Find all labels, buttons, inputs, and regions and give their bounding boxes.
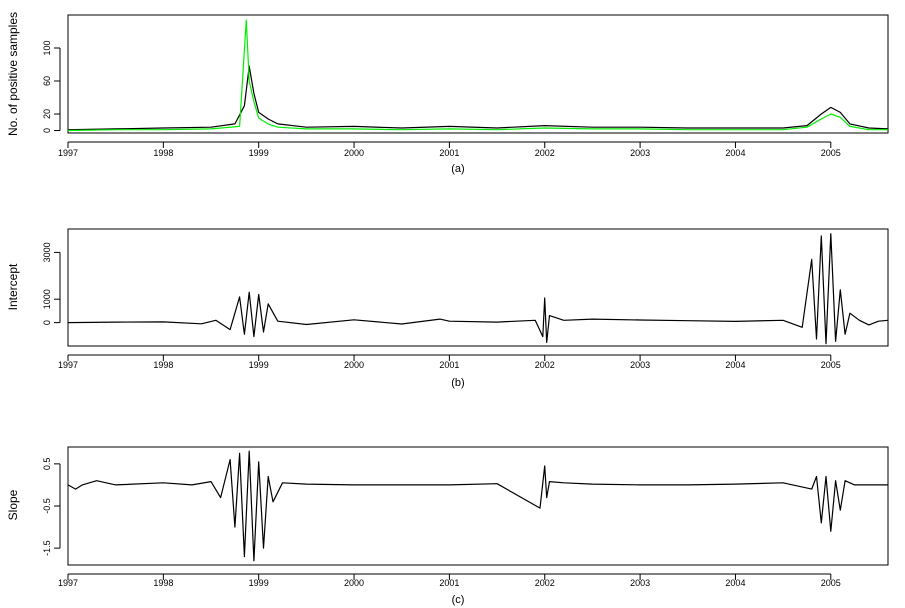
x-tick-label: 1997 xyxy=(58,360,78,370)
plot-frame xyxy=(67,446,889,566)
x-tick-label: 2003 xyxy=(630,578,650,588)
x-tick-label: 2001 xyxy=(439,578,459,588)
panel-c-ylabel: Slope xyxy=(6,489,20,520)
x-tick-label: 2005 xyxy=(821,578,841,588)
x-tick-label: 1997 xyxy=(58,578,78,588)
y-tick-label: 0 xyxy=(42,320,52,325)
x-tick-label: 1998 xyxy=(153,578,173,588)
x-tick-label: 2004 xyxy=(725,360,745,370)
x-tick-label: 2000 xyxy=(344,360,364,370)
series-line-0 xyxy=(67,233,889,345)
panel-a: No. of positive samples (a) 1997 1998 1999… xyxy=(6,12,889,175)
y-tick-label: 100 xyxy=(42,40,52,55)
panel-b: Intercept (b) 1997 1998 1999 2000 2001 2002 20… xyxy=(6,228,889,389)
panel-a-ylabel: No. of positive samples xyxy=(6,12,20,136)
x-tick-label: 2003 xyxy=(630,148,650,158)
x-tick-label: 1998 xyxy=(153,148,173,158)
x-tick-label: 2005 xyxy=(821,360,841,370)
panel-c-caption: (c) xyxy=(452,594,465,606)
panel-a-caption: (a) xyxy=(451,163,464,175)
x-tick-label: 1999 xyxy=(249,578,269,588)
x-tick-label: 2004 xyxy=(725,148,745,158)
y-tick-label: -0.5 xyxy=(42,498,52,514)
x-tick-label: 1998 xyxy=(153,360,173,370)
x-tick-label: 2004 xyxy=(725,578,745,588)
x-tick-label: 1997 xyxy=(58,148,78,158)
y-tick-label: 0 xyxy=(42,128,52,133)
series-line-0 xyxy=(67,450,888,562)
series-line-0 xyxy=(67,65,889,131)
panel-c: Slope (c) 1997 1998 1999 2000 2001 2002 2003 20… xyxy=(6,446,889,606)
x-tick-label: 2002 xyxy=(535,578,555,588)
x-tick-label: 2002 xyxy=(535,360,555,370)
x-tick-label: 2001 xyxy=(439,360,459,370)
x-tick-label: 1999 xyxy=(249,148,269,158)
plot-frame xyxy=(67,14,889,134)
series-line-1 xyxy=(67,19,888,132)
panel-b-ylabel: Intercept xyxy=(6,263,20,310)
panel-b-caption: (b) xyxy=(451,377,464,389)
y-tick-label: 20 xyxy=(42,109,52,119)
y-tick-label: -1.5 xyxy=(42,540,52,556)
x-tick-label: 2000 xyxy=(344,148,364,158)
x-tick-label: 2003 xyxy=(630,360,650,370)
plot-frame xyxy=(67,228,889,347)
x-tick-label: 2002 xyxy=(535,148,555,158)
x-tick-label: 1999 xyxy=(249,360,269,370)
y-tick-label: 60 xyxy=(42,76,52,86)
y-tick-label: 0.5 xyxy=(42,458,52,471)
y-tick-label: 3000 xyxy=(42,242,52,262)
x-tick-label: 2001 xyxy=(439,148,459,158)
x-tick-label: 2005 xyxy=(821,148,841,158)
y-tick-label: 1000 xyxy=(42,289,52,309)
x-tick-label: 2000 xyxy=(344,578,364,588)
